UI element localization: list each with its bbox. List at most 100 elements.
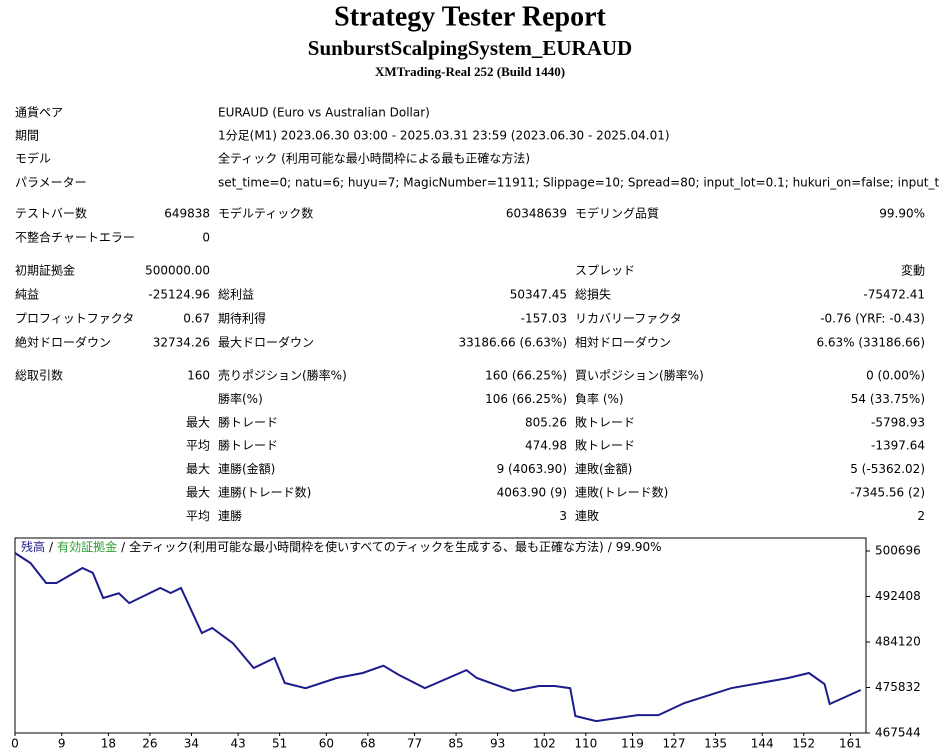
stat-value: 変動 (901, 263, 925, 278)
info-label: 通貨ペア (15, 105, 63, 120)
legend: 残高 / 有効証拠金 / 全ティック(利用可能な最小時間枠を使いすべてのティックを生成す… (21, 539, 662, 554)
stat-label: 純益 (15, 288, 39, 302)
stat-label: リカバリーファクタ (575, 312, 682, 326)
stat-value: 0 (202, 231, 210, 245)
info-label: パラメーター (15, 176, 87, 190)
stat-value: -5798.93 (871, 415, 925, 429)
stat-label: 初期証拠金 (15, 263, 75, 278)
stat-value: 0 (0.00%) (866, 369, 925, 383)
stat-value: 5 (-5362.02) (850, 462, 925, 476)
stat-label: 勝トレード (218, 414, 278, 429)
stat-label: 総利益 (218, 288, 254, 302)
stat-label: モデルティック数 (218, 206, 313, 221)
stat-value: 最大 (186, 415, 210, 429)
legend-item: 99.90% (616, 540, 662, 554)
stat-value: 33186.66 (6.63%) (458, 336, 567, 350)
stat-value: 32734.26 (153, 336, 210, 350)
legend-item: 残高 (21, 539, 45, 554)
stat-label: 相対ドローダウン (575, 335, 671, 350)
stat-value: 474.98 (525, 439, 567, 453)
stat-value: 500000.00 (145, 264, 210, 278)
stat-label: 敗トレード (575, 438, 635, 453)
legend-separator: / (121, 540, 126, 554)
stat-value: 9 (4063.90) (497, 462, 567, 476)
x-tick-label: 110 (574, 737, 597, 751)
stat-label: 負率 (%) (575, 391, 624, 406)
stat-value: -157.03 (521, 312, 567, 326)
chart-frame (14, 537, 867, 734)
stat-value: 99.90% (879, 207, 925, 221)
stat-value: 3 (559, 509, 567, 523)
x-tick-label: 68 (360, 737, 375, 751)
x-tick-label: 77 (407, 737, 422, 751)
x-tick-label: 144 (751, 737, 774, 751)
stat-label: 連敗(金額) (575, 461, 632, 476)
stat-label: 買いポジション(勝率%) (575, 368, 704, 383)
stat-label: 勝率(%) (218, 391, 263, 406)
x-tick-label: 161 (839, 737, 862, 751)
info-label: 期間 (15, 129, 39, 143)
info-value: EURAUD (Euro vs Australian Dollar) (218, 106, 430, 120)
stat-label: テストバー数 (15, 206, 87, 221)
legend-separator: / (608, 540, 613, 554)
report-title: Strategy Tester Report (334, 1, 606, 32)
stat-label: スプレッド (575, 264, 635, 278)
stat-value: -1397.64 (871, 439, 925, 453)
stat-value: 50347.45 (510, 288, 567, 302)
stat-label: 絶対ドローダウン (15, 335, 111, 350)
report-build: XMTrading-Real 252 (Build 1440) (375, 64, 565, 79)
x-tick-label: 34 (184, 737, 199, 751)
stat-value: -7345.56 (2) (850, 486, 925, 500)
stat-label: 不整合チャートエラー (15, 230, 135, 245)
x-tick-label: 152 (792, 737, 815, 751)
stat-label: 連勝 (218, 508, 242, 523)
stat-label: 連敗 (575, 508, 599, 523)
stat-value: 805.26 (525, 415, 567, 429)
x-tick-label: 135 (704, 737, 727, 751)
stat-value: 649838 (164, 207, 210, 221)
x-tick-label: 85 (448, 737, 463, 751)
stat-value: 最大 (186, 486, 210, 500)
x-tick-label: 43 (230, 737, 245, 751)
report-subtitle: SunburstScalpingSystem_EURAUD (308, 36, 632, 60)
info-value: set_time=0; natu=6; huyu=7; MagicNumber=… (218, 176, 940, 190)
y-tick-label: 500696 (875, 544, 921, 558)
x-tick-label: 51 (272, 737, 287, 751)
legend-item: 全ティック(利用可能な最小時間枠を使いすべてのティックを生成する、最も正確な方法… (129, 539, 604, 554)
legend-item: 有効証拠金 (57, 539, 117, 554)
y-tick-label: 475832 (875, 680, 921, 694)
stat-value: -75472.41 (863, 288, 925, 302)
stat-label: 最大ドローダウン (218, 335, 314, 350)
balance-line (14, 552, 862, 723)
x-tick-label: 9 (58, 737, 66, 751)
x-tick-label: 18 (101, 737, 116, 751)
stat-label: 連敗(トレード数) (575, 485, 668, 500)
stat-label: 総取引数 (15, 368, 63, 383)
x-tick-label: 0 (11, 737, 19, 751)
stat-value: 60348639 (506, 207, 567, 221)
stat-value: 160 (66.25%) (485, 369, 567, 383)
y-tick-label: 467544 (875, 726, 921, 740)
stat-label: 売りポジション(勝率%) (218, 368, 347, 383)
info-label: モデル (15, 151, 51, 166)
stat-label: 期待利得 (218, 311, 266, 326)
stat-value: 4063.90 (9) (497, 486, 567, 500)
stat-label: 連勝(トレード数) (218, 485, 311, 500)
stat-value: 最大 (186, 462, 210, 476)
stat-value: 0.67 (183, 312, 210, 326)
stat-value: 106 (66.25%) (485, 392, 567, 406)
stat-label: 連勝(金額) (218, 461, 275, 476)
stat-value: -0.76 (YRF: -0.43) (820, 312, 925, 326)
info-value: 1分足(M1) 2023.06.30 03:00 - 2025.03.31 23… (218, 129, 670, 143)
stat-value: 平均 (186, 509, 210, 523)
stat-value: 6.63% (33186.66) (816, 336, 925, 350)
x-tick-label: 93 (490, 737, 505, 751)
x-tick-label: 127 (663, 737, 686, 751)
stat-label: モデリング品質 (575, 206, 659, 221)
stat-label: 総損失 (575, 287, 611, 302)
x-tick-label: 26 (142, 737, 157, 751)
stat-label: 勝トレード (218, 438, 278, 453)
stat-value: 160 (187, 369, 210, 383)
x-tick-label: 102 (533, 737, 556, 751)
